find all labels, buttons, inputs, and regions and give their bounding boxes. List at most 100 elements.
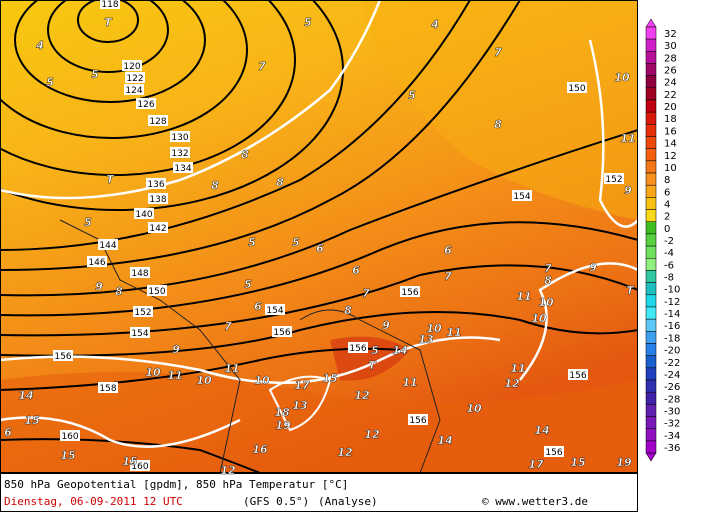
temperature-label: 5	[248, 236, 256, 249]
height-label-box	[170, 131, 190, 142]
temperature-label: 7	[362, 287, 370, 300]
height-label: 156	[54, 352, 71, 362]
legend-swatch	[645, 428, 657, 442]
legend-swatch	[645, 38, 657, 52]
temperature-label: 8	[241, 148, 249, 161]
temperature-label: 12	[354, 389, 370, 402]
temperature-label: 7	[258, 60, 266, 73]
legend-label: 2	[664, 212, 670, 223]
height-label: 154	[513, 192, 530, 202]
height-label: 148	[131, 269, 148, 279]
temperature-label: 10	[531, 312, 547, 325]
legend-swatch	[645, 318, 657, 332]
temperature-label: 4	[430, 18, 439, 31]
legend-label: -14	[664, 309, 680, 320]
map-features	[0, 0, 638, 473]
height-label: 140	[135, 210, 152, 220]
temperature-label: 7	[544, 262, 552, 275]
footer-model: (GFS 0.5°)	[243, 495, 309, 508]
legend-swatch	[645, 306, 657, 320]
temperature-label: 11	[620, 132, 635, 145]
height-label-box	[147, 285, 167, 296]
temperature-label: 5	[292, 236, 300, 249]
temperature-label: 11	[224, 362, 239, 375]
height-label-box	[148, 115, 168, 126]
legend-swatch	[645, 99, 657, 113]
legend-label: -16	[664, 321, 680, 332]
temperature-label: 10	[538, 296, 554, 309]
height-label-box	[272, 326, 292, 337]
legend-swatch	[645, 294, 657, 308]
legend-label: 10	[664, 163, 677, 174]
height-label-box	[408, 414, 428, 425]
height-label: 158	[99, 384, 116, 394]
legend-label: -30	[664, 406, 680, 417]
temperature-label: 10	[196, 374, 212, 387]
temperature-label: 5	[371, 344, 379, 357]
temperature-label: 14	[534, 424, 549, 437]
footer-box	[0, 473, 638, 512]
height-label-box	[400, 286, 420, 297]
legend-label: 30	[664, 41, 677, 52]
legend-label: 12	[664, 151, 677, 162]
temperature-label: 5	[84, 216, 92, 229]
height-label-box	[122, 60, 142, 71]
legend-swatch	[645, 440, 657, 454]
temperature-label: 8	[211, 179, 219, 192]
height-label-box	[98, 382, 118, 393]
height-label: 152	[605, 175, 622, 185]
legend-label: -18	[664, 333, 680, 344]
legend-label: -36	[664, 443, 680, 454]
legend-swatch	[645, 270, 657, 283]
legend-cap	[645, 452, 657, 462]
temperature-label: 4	[35, 39, 44, 52]
legend-swatch	[645, 111, 657, 125]
height-label-box	[87, 256, 107, 267]
legend-label: 0	[664, 224, 670, 235]
legend-label: 16	[664, 126, 677, 137]
temperature-label: T	[368, 359, 377, 372]
height-label-box	[100, 0, 120, 9]
height-label-box	[53, 350, 73, 361]
height-label: 124	[125, 86, 142, 96]
legend-swatch	[645, 416, 657, 429]
height-label: 122	[126, 74, 143, 84]
height-label: 150	[568, 84, 585, 94]
legend-swatch	[645, 404, 657, 417]
temperature-label: 15	[24, 414, 40, 427]
temperature-label: 12	[337, 446, 353, 459]
temperature-label: 9	[172, 343, 180, 356]
map-frame	[0, 0, 638, 473]
temperature-label: 10	[466, 402, 482, 415]
temperature-label: 8	[276, 176, 284, 189]
temperature-label: 19	[616, 456, 632, 469]
height-label-box	[136, 98, 156, 109]
footer-date: Dienstag, 06-09-2011 12 UTC	[4, 495, 183, 508]
legend-label: -20	[664, 346, 680, 357]
temperature-label: 9	[624, 184, 632, 197]
temperature-label: 6	[352, 264, 360, 277]
temperature-label: 11	[516, 290, 531, 303]
legend-swatch	[645, 75, 657, 89]
height-label-box	[568, 369, 588, 380]
height-label-box	[130, 327, 150, 338]
temperature-label: 14	[18, 389, 33, 402]
temperature-label: 10	[145, 366, 161, 379]
height-label: 160	[61, 432, 78, 442]
temperature-label: 7	[224, 320, 232, 333]
legend-label: -32	[664, 419, 680, 430]
height-label: 156	[545, 448, 562, 458]
height-label-box	[98, 239, 118, 250]
legend-label: 8	[664, 175, 670, 186]
temperature-label: 15	[60, 449, 76, 462]
legend-swatch	[645, 124, 657, 137]
temperature-label: 10	[614, 71, 630, 84]
legend-swatch	[645, 148, 657, 162]
legend-swatch	[645, 391, 657, 405]
temperature-label: 6	[4, 426, 12, 439]
temperature-label: 12	[504, 377, 520, 390]
temperature-label: 10	[426, 322, 442, 335]
legend-label: 6	[664, 187, 670, 198]
height-label-box	[265, 304, 285, 315]
